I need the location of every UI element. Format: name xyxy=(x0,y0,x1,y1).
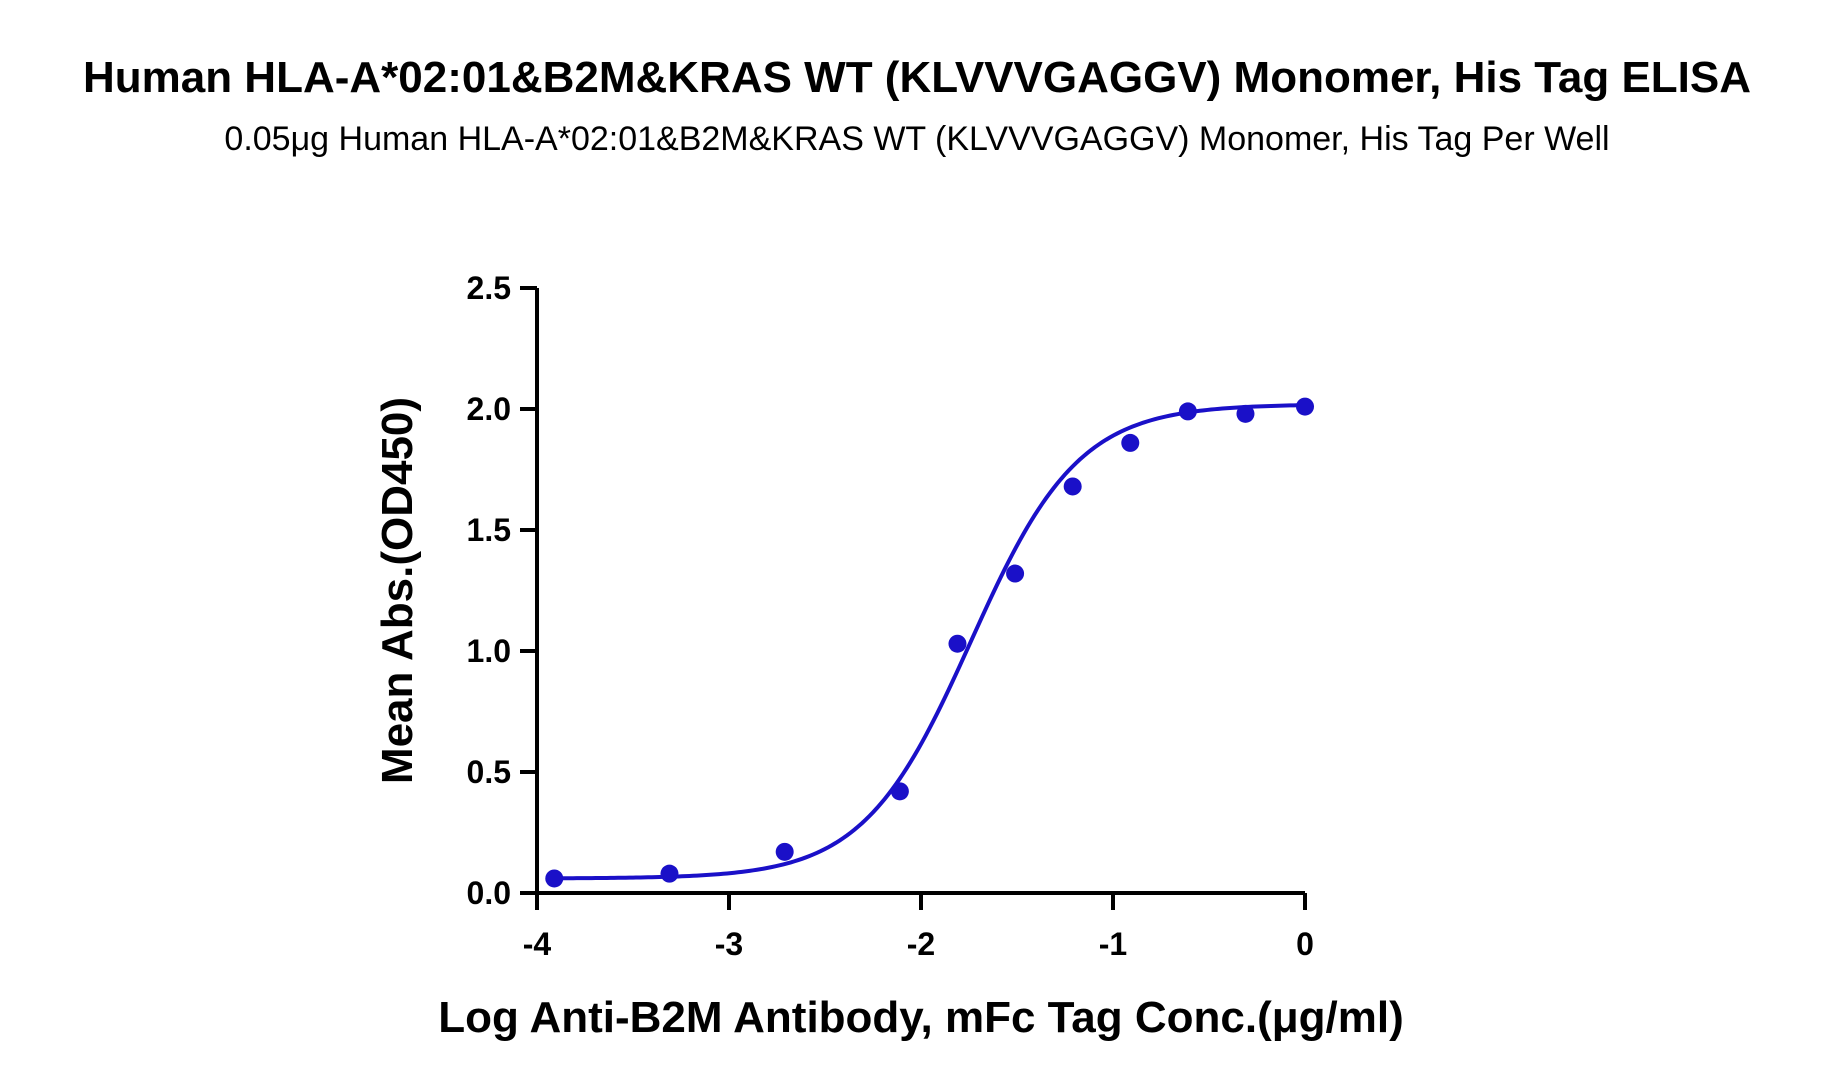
x-tick-label: -4 xyxy=(523,926,552,962)
data-point xyxy=(1121,433,1140,452)
data-point xyxy=(1006,564,1025,583)
x-tick-label: -1 xyxy=(1099,926,1127,962)
data-point xyxy=(775,842,794,861)
data-point xyxy=(545,869,564,888)
y-tick-label: 1.0 xyxy=(467,633,511,669)
x-axis-title: Log Anti-B2M Antibody, mFc Tag Conc.(μg/… xyxy=(438,993,1404,1042)
data-point xyxy=(948,634,967,653)
y-tick-label: 2.5 xyxy=(467,270,511,306)
y-tick-label: 0.0 xyxy=(467,875,511,911)
data-point xyxy=(660,864,679,883)
y-tick-label: 2.0 xyxy=(467,391,511,427)
y-tick-label: 0.5 xyxy=(467,754,511,790)
data-point xyxy=(1178,402,1197,421)
data-point xyxy=(1063,477,1082,496)
data-point xyxy=(890,782,909,801)
x-tick-label: 0 xyxy=(1296,926,1314,962)
data-point xyxy=(1296,397,1314,416)
fitted-curve xyxy=(554,403,1306,881)
chart-subtitle: 0.05μg Human HLA-A*02:01&B2M&KRAS WT (KL… xyxy=(224,120,1609,158)
x-axis-ticks: -4 -3 -2 -1 0 xyxy=(523,893,1314,962)
data-points xyxy=(545,397,1314,888)
y-tick-label: 1.5 xyxy=(467,512,511,548)
x-tick-label: -2 xyxy=(907,926,935,962)
chart-title: Human HLA-A*02:01&B2M&KRAS WT (KLVVVGAGG… xyxy=(83,53,1751,102)
data-point xyxy=(1236,404,1255,423)
y-axis-title: Mean Abs.(OD450) xyxy=(373,397,422,784)
x-tick-label: -3 xyxy=(715,926,743,962)
y-axis-ticks: 0.0 0.5 1.0 1.5 2.0 2.5 xyxy=(467,270,537,911)
